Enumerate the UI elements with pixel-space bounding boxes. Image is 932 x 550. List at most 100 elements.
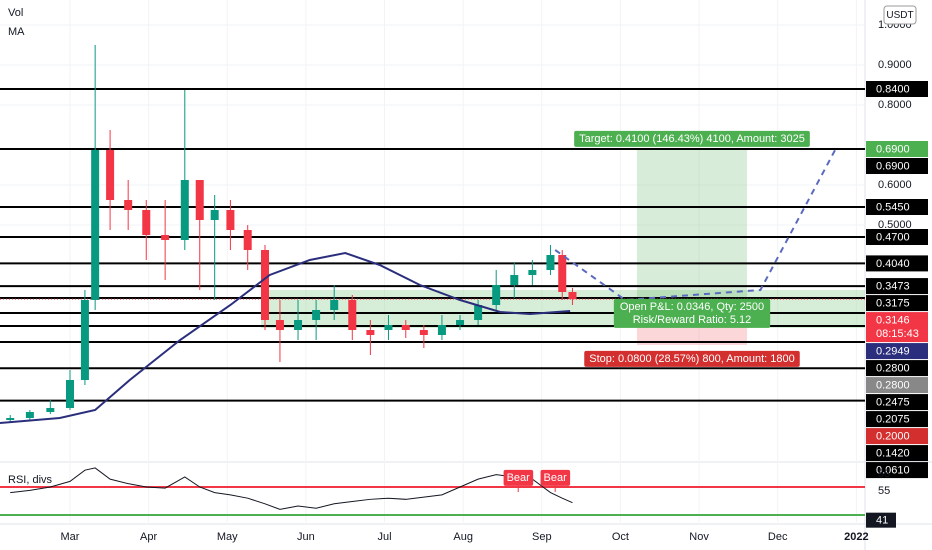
candle-body bbox=[456, 320, 465, 325]
candle-body bbox=[366, 330, 375, 335]
candle-body bbox=[6, 418, 15, 420]
projection-path bbox=[554, 149, 837, 302]
rsi-last-box bbox=[866, 512, 896, 528]
price-label-box bbox=[866, 158, 928, 174]
candle-body bbox=[80, 300, 89, 380]
candle-body bbox=[243, 230, 252, 250]
x-tick-label: Sep bbox=[532, 531, 552, 543]
pnl-annotation: Open P&L: 0.0346, Qty: 2500 bbox=[620, 301, 764, 313]
bear-label-box bbox=[503, 469, 534, 486]
candle-body bbox=[510, 275, 519, 285]
x-tick-label: Aug bbox=[453, 531, 473, 543]
candle-body bbox=[65, 380, 74, 408]
candle-body bbox=[401, 325, 410, 330]
candle-body bbox=[384, 325, 393, 330]
x-tick-label: Oct bbox=[612, 531, 629, 543]
candle-body bbox=[312, 310, 321, 320]
x-tick-label: 2022 bbox=[844, 531, 868, 543]
price-label-box bbox=[866, 278, 928, 295]
candle-body bbox=[124, 200, 133, 210]
price-label: 0.6900 bbox=[876, 160, 910, 172]
candle-body bbox=[210, 210, 219, 220]
price-label: 0.2949 bbox=[876, 345, 910, 357]
candle-body bbox=[142, 210, 151, 235]
price-label-box bbox=[866, 141, 928, 157]
price-label-box bbox=[866, 295, 928, 312]
price-label: 0.4040 bbox=[876, 258, 910, 270]
candle-body bbox=[195, 180, 204, 220]
price-label-box bbox=[866, 411, 928, 428]
stop-annotation-box bbox=[584, 350, 800, 367]
price-label-box bbox=[866, 462, 928, 479]
price-label-box bbox=[866, 312, 928, 343]
candle-body bbox=[294, 320, 303, 330]
price-label: 0.4700 bbox=[876, 231, 910, 243]
bear-label: Bear bbox=[544, 472, 568, 484]
candle-body bbox=[161, 235, 170, 240]
candle-body bbox=[261, 250, 270, 320]
rsi-last: 41 bbox=[876, 515, 888, 527]
moving-average bbox=[0, 251, 571, 424]
price-label: 0.2800 bbox=[876, 362, 910, 374]
candle-body bbox=[546, 255, 555, 270]
price-label: 0.2075 bbox=[876, 413, 910, 425]
y-tick-label: 0.5000 bbox=[878, 219, 912, 231]
x-tick-label: Jul bbox=[378, 531, 392, 543]
candle-body bbox=[558, 255, 567, 292]
candle-body bbox=[348, 300, 357, 330]
price-label-box bbox=[866, 229, 928, 245]
target-annotation-box bbox=[574, 130, 810, 147]
y-tick-label: 0.8000 bbox=[878, 99, 912, 111]
x-tick-label: Dec bbox=[768, 531, 788, 543]
candle-body bbox=[226, 210, 235, 230]
y-tick-label: 0.6000 bbox=[878, 179, 912, 191]
candle-body bbox=[91, 150, 100, 300]
candle-body bbox=[528, 270, 537, 275]
candle-body bbox=[437, 325, 446, 335]
price-label-box bbox=[866, 360, 928, 377]
candle-body bbox=[46, 408, 55, 412]
price-label: 0.1420 bbox=[876, 447, 910, 459]
price-label-box bbox=[866, 377, 928, 394]
candle-body bbox=[275, 320, 284, 330]
price-label-box bbox=[866, 199, 928, 215]
price-label: 0.2800 bbox=[876, 379, 910, 391]
rsi-title: RSI, divs bbox=[8, 474, 53, 486]
ratio-annotation: Risk/Reward Ratio: 5.12 bbox=[633, 314, 752, 326]
price-label: 0.3473 bbox=[876, 280, 910, 292]
price-timer: 08:15:43 bbox=[876, 328, 919, 340]
target-annotation: Target: 0.4100 (146.43%) 4100, Amount: 3… bbox=[579, 133, 805, 145]
price-label: 0.6900 bbox=[876, 143, 910, 155]
x-tick-label: Nov bbox=[689, 531, 709, 543]
candle-body bbox=[474, 305, 483, 320]
rsi-level-label: 55 bbox=[878, 485, 890, 497]
price-label-box bbox=[866, 255, 928, 272]
y-tick-label: 0.9000 bbox=[878, 59, 912, 71]
stop-annotation: Stop: 0.0800 (28.57%) 800, Amount: 1800 bbox=[589, 353, 794, 365]
candle-body bbox=[180, 180, 189, 240]
legend-vol: Vol bbox=[8, 7, 23, 19]
target-area bbox=[636, 149, 748, 313]
pnl-box bbox=[613, 298, 771, 328]
price-label: 0.2000 bbox=[876, 430, 910, 442]
rsi-tick-label: 55 bbox=[878, 468, 890, 480]
legend-ma: MA bbox=[8, 26, 25, 38]
price-label: 0.3146 bbox=[876, 314, 910, 326]
currency-box[interactable] bbox=[883, 5, 917, 25]
candle-body bbox=[106, 150, 115, 200]
candle-body bbox=[330, 300, 339, 310]
price-label: 0.0610 bbox=[876, 464, 910, 476]
candle-body bbox=[419, 330, 428, 335]
bear-label: Bear bbox=[507, 472, 531, 484]
rsi-line bbox=[10, 467, 573, 510]
price-label-box bbox=[866, 343, 928, 360]
bear-label-box bbox=[540, 469, 571, 486]
price-label-box bbox=[866, 81, 928, 97]
price-label: 0.5450 bbox=[876, 201, 910, 213]
price-label-box bbox=[866, 445, 928, 462]
currency[interactable]: USDT bbox=[886, 10, 913, 21]
x-tick-label: Jun bbox=[297, 531, 315, 543]
